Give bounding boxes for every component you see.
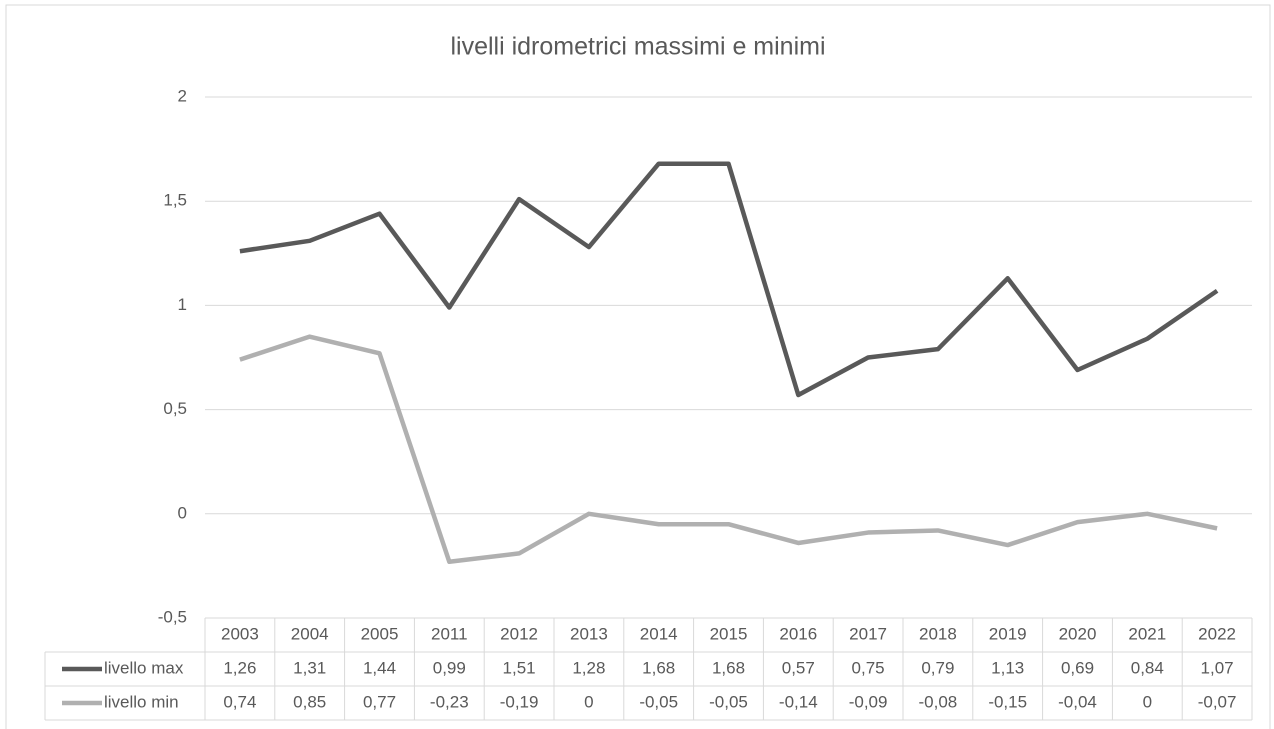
data-table-value: 0,75 — [852, 658, 885, 677]
data-table-value: 1,68 — [642, 658, 675, 677]
data-table-value: 0,57 — [782, 658, 815, 677]
data-table-value: 1,68 — [712, 658, 745, 677]
data-table-value: 1,26 — [223, 658, 256, 677]
chart-frame — [5, 4, 1271, 729]
x-tick-label: 2013 — [570, 624, 608, 643]
data-table-value: -0,15 — [988, 692, 1027, 711]
x-tick-label: 2017 — [849, 624, 887, 643]
data-table-value: -0,09 — [849, 692, 888, 711]
data-table-value: 1,44 — [363, 658, 396, 677]
x-tick-label: 2018 — [919, 624, 957, 643]
x-tick-label: 2020 — [1059, 624, 1097, 643]
data-table-value: -0,05 — [709, 692, 748, 711]
data-table-value: 1,28 — [572, 658, 605, 677]
x-tick-label: 2022 — [1198, 624, 1236, 643]
y-tick-label: 0,5 — [163, 399, 187, 418]
legend-label: livello min — [104, 692, 179, 711]
data-table-value: 0,85 — [293, 692, 326, 711]
y-tick-label: 2 — [178, 86, 187, 105]
data-table-value: -0,07 — [1198, 692, 1237, 711]
data-table-value: 1,13 — [991, 658, 1024, 677]
x-tick-label: 2015 — [710, 624, 748, 643]
data-table-value: 1,07 — [1201, 658, 1234, 677]
data-table-value: -0,08 — [919, 692, 958, 711]
x-tick-label: 2003 — [221, 624, 259, 643]
x-tick-label: 2005 — [361, 624, 399, 643]
data-table-value: 0,79 — [921, 658, 954, 677]
y-tick-label: 0 — [178, 503, 187, 522]
legend-label: livello max — [104, 658, 184, 677]
data-table-value: -0,05 — [639, 692, 678, 711]
x-tick-label: 2004 — [291, 624, 329, 643]
data-table-value: -0,04 — [1058, 692, 1097, 711]
x-tick-label: 2016 — [779, 624, 817, 643]
data-table-value: 0,69 — [1061, 658, 1094, 677]
data-table-value: 0,74 — [223, 692, 256, 711]
y-tick-label: 1,5 — [163, 191, 187, 210]
data-table-value: 0,77 — [363, 692, 396, 711]
data-table-value: 0 — [584, 692, 593, 711]
data-table-value: -0,14 — [779, 692, 818, 711]
chart-title: livelli idrometrici massimi e minimi — [450, 33, 825, 61]
data-table-value: 0,84 — [1131, 658, 1164, 677]
data-table-value: -0,23 — [430, 692, 469, 711]
data-table-value: 0 — [1143, 692, 1152, 711]
data-table-value: 1,31 — [293, 658, 326, 677]
x-tick-label: 2012 — [500, 624, 538, 643]
data-table-value: -0,19 — [500, 692, 539, 711]
x-tick-label: 2011 — [431, 624, 468, 643]
y-tick-label: -0,5 — [158, 607, 187, 626]
x-tick-label: 2019 — [989, 624, 1027, 643]
y-tick-label: 1 — [178, 295, 187, 314]
x-tick-label: 2021 — [1128, 624, 1166, 643]
series-line — [239, 161, 1219, 398]
series-line — [239, 334, 1218, 564]
data-table-value: 0,99 — [433, 658, 466, 677]
x-tick-label: 2014 — [640, 624, 678, 643]
data-table-value: 1,51 — [503, 658, 536, 677]
